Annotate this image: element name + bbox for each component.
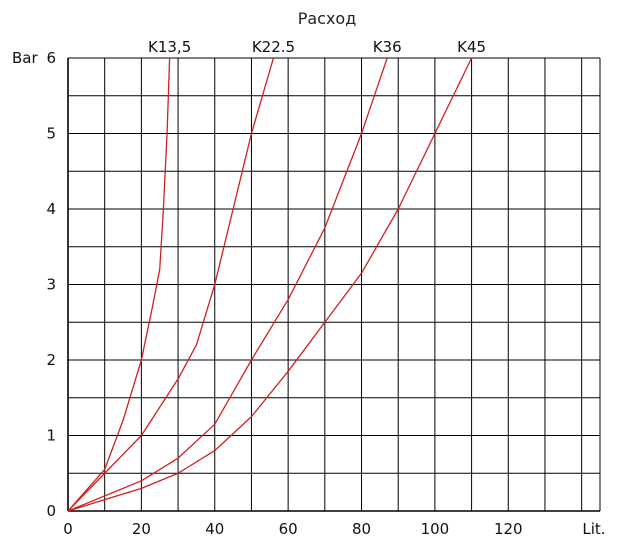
y-tick-label: 4 xyxy=(46,200,56,218)
series-line xyxy=(67,57,473,512)
y-tick-label: 3 xyxy=(46,276,56,294)
x-tick-label: 120 xyxy=(494,520,523,538)
x-tick-label: 60 xyxy=(279,520,298,538)
chart-series xyxy=(67,57,473,512)
y-tick-label: 1 xyxy=(46,427,56,445)
x-tick-label: 0 xyxy=(63,520,73,538)
x-tick-label: 100 xyxy=(421,520,450,538)
series-line xyxy=(67,57,171,512)
series-labels: K13,5 K22.5 K36 K45 xyxy=(148,38,486,56)
axis-ticks: 0 20 40 60 80 100 120 0 1 2 3 4 5 6 xyxy=(46,49,522,538)
x-tick-label: 20 xyxy=(132,520,151,538)
series-label: K45 xyxy=(457,38,486,56)
y-tick-label: 5 xyxy=(46,125,56,143)
series-label: K13,5 xyxy=(148,38,191,56)
x-tick-label: 40 xyxy=(205,520,224,538)
series-line xyxy=(67,57,275,512)
chart-grid xyxy=(67,57,601,512)
chart-title: Расход xyxy=(298,9,357,28)
y-tick-label: 6 xyxy=(46,49,56,67)
y-tick-label: 0 xyxy=(46,502,56,520)
series-line xyxy=(67,57,388,512)
x-axis-label: Lit. xyxy=(582,520,605,538)
x-tick-label: 80 xyxy=(352,520,371,538)
y-axis-label: Bar xyxy=(12,49,38,67)
series-label: K36 xyxy=(373,38,402,56)
y-tick-label: 2 xyxy=(46,351,56,369)
series-label: K22.5 xyxy=(252,38,295,56)
